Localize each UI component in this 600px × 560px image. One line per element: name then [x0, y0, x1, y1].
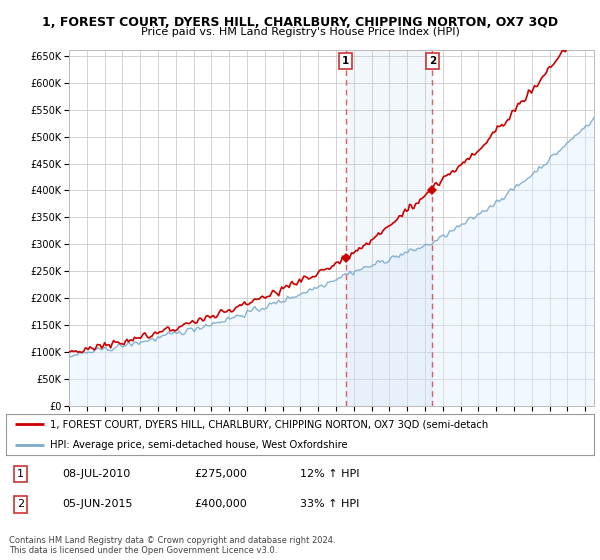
Text: £275,000: £275,000 — [194, 469, 247, 479]
Text: £400,000: £400,000 — [194, 500, 247, 510]
Text: This data is licensed under the Open Government Licence v3.0.: This data is licensed under the Open Gov… — [9, 547, 277, 556]
Bar — [346, 50, 433, 406]
Text: Contains HM Land Registry data © Crown copyright and database right 2024.: Contains HM Land Registry data © Crown c… — [9, 536, 335, 545]
Text: 1, FOREST COURT, DYERS HILL, CHARLBURY, CHIPPING NORTON, OX7 3QD: 1, FOREST COURT, DYERS HILL, CHARLBURY, … — [42, 16, 558, 29]
Text: 1: 1 — [342, 56, 349, 66]
Text: 33% ↑ HPI: 33% ↑ HPI — [300, 500, 359, 510]
Text: 1, FOREST COURT, DYERS HILL, CHARLBURY, CHIPPING NORTON, OX7 3QD (semi-detach: 1, FOREST COURT, DYERS HILL, CHARLBURY, … — [50, 419, 488, 430]
Text: 08-JUL-2010: 08-JUL-2010 — [62, 469, 130, 479]
Text: 2: 2 — [429, 56, 436, 66]
Text: 1: 1 — [17, 469, 24, 479]
Text: 2: 2 — [17, 500, 24, 510]
Text: 05-JUN-2015: 05-JUN-2015 — [62, 500, 133, 510]
Text: HPI: Average price, semi-detached house, West Oxfordshire: HPI: Average price, semi-detached house,… — [50, 440, 348, 450]
Text: 12% ↑ HPI: 12% ↑ HPI — [300, 469, 359, 479]
Text: Price paid vs. HM Land Registry's House Price Index (HPI): Price paid vs. HM Land Registry's House … — [140, 27, 460, 38]
